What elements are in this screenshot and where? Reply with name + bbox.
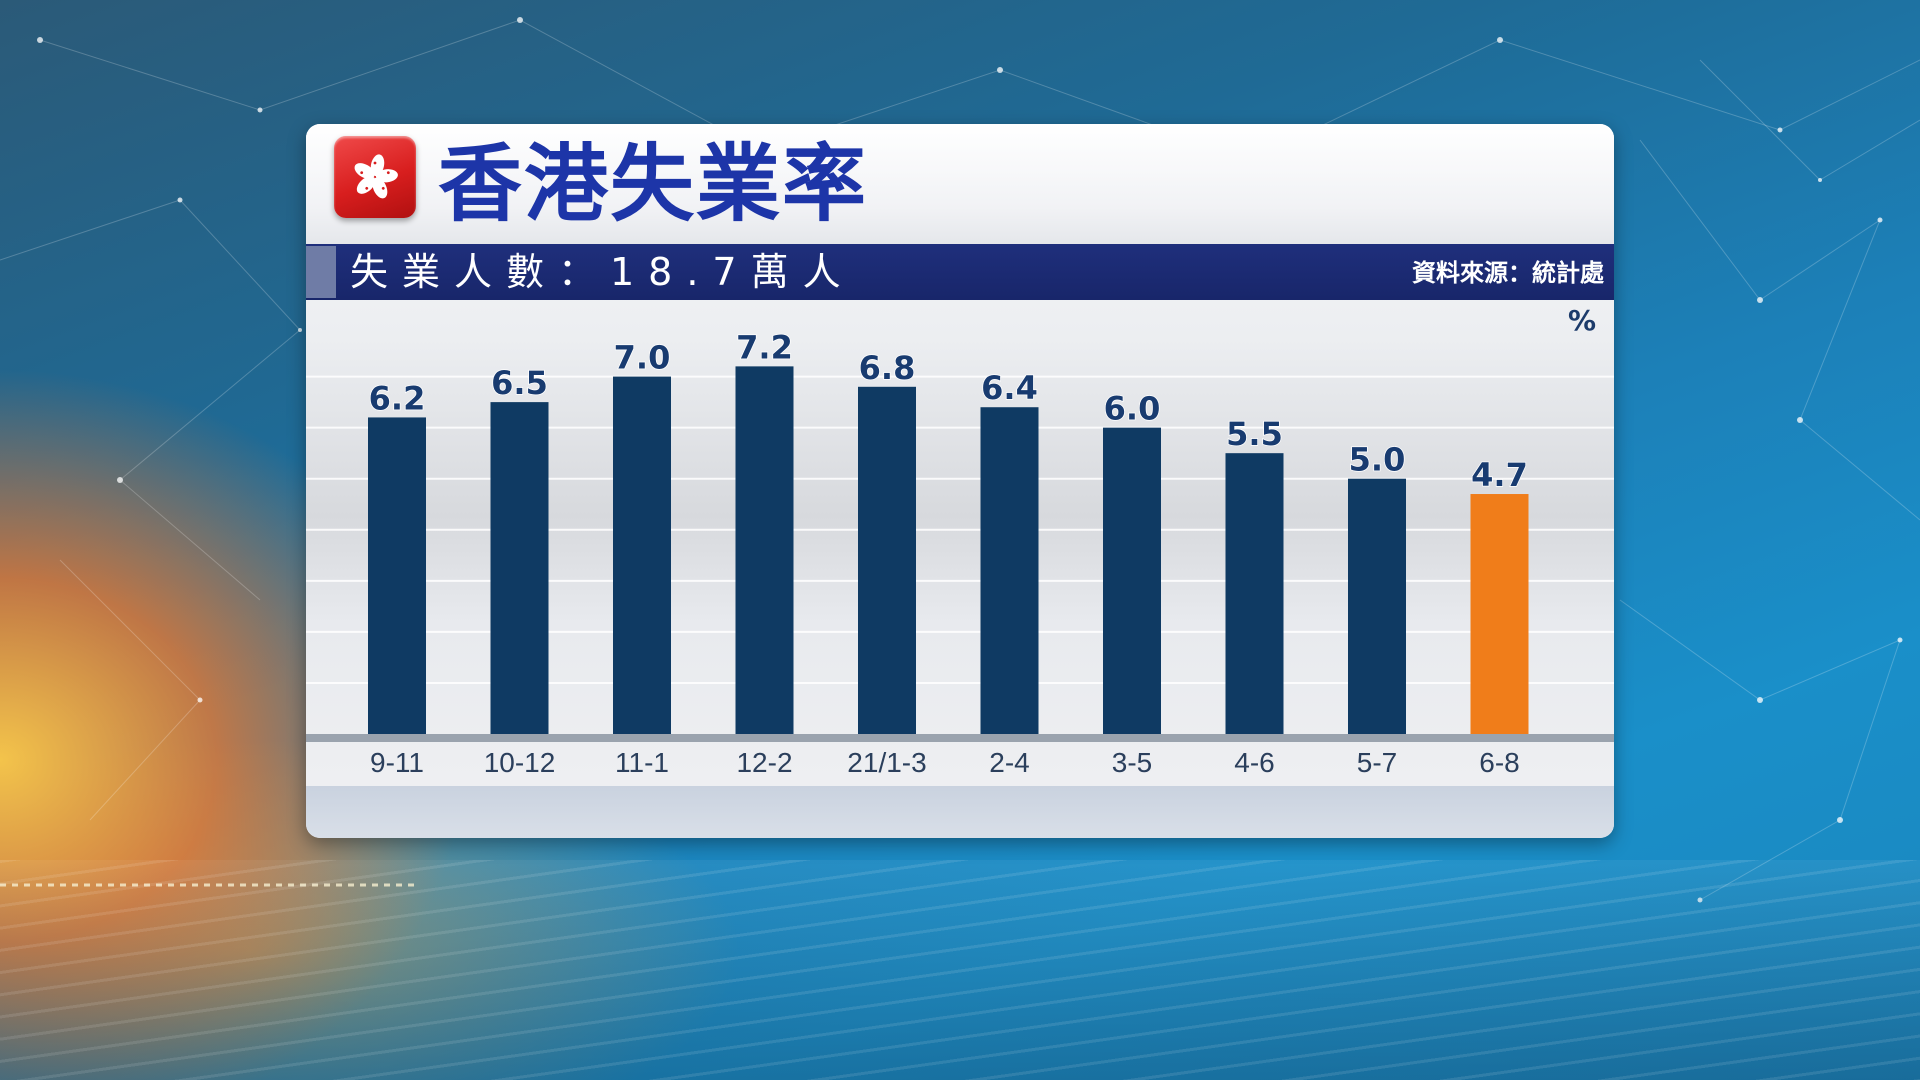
x-axis-band [306, 786, 1614, 838]
subtitle-accent [306, 246, 336, 298]
bar-6-8 [1470, 494, 1529, 734]
data-label: 6.8 [859, 349, 916, 387]
bar-12-2 [735, 366, 794, 734]
data-label: 6.0 [1104, 390, 1161, 428]
unemployed-count-text: 失業人數：18.7萬人 [350, 250, 855, 294]
x-tick-label: 3-5 [1112, 747, 1152, 778]
bar-21/1-3 [858, 386, 916, 734]
bar-4-6 [1225, 453, 1284, 734]
x-axis-baseline [306, 734, 1614, 742]
chart-panel: 香港失業率 失業人數：18.7萬人 資料來源：統計處 % 6.2 9-11 6.5 1… [306, 124, 1614, 838]
x-tick-label: 11-1 [615, 747, 669, 778]
x-tick-label: 12-2 [736, 747, 792, 778]
data-label: 6.4 [981, 369, 1038, 407]
x-tick-label: 9-11 [370, 747, 424, 778]
bar-11-1 [613, 376, 671, 734]
bar-3-5 [1103, 427, 1161, 734]
x-tick-label: 2-4 [989, 747, 1029, 778]
data-label: 6.5 [491, 364, 548, 402]
bar-10-12 [490, 402, 549, 734]
background-floor [0, 860, 1920, 1080]
unit-label: % [1567, 304, 1596, 337]
x-tick-label: 5-7 [1357, 747, 1397, 778]
data-label: 6.2 [369, 379, 426, 417]
data-label: 5.0 [1349, 441, 1406, 479]
bar-5-7 [1348, 478, 1406, 734]
x-tick-label: 21/1-3 [847, 747, 926, 778]
data-label: 5.5 [1226, 415, 1283, 453]
data-label: 4.7 [1471, 456, 1528, 494]
bar-2-4 [980, 407, 1039, 734]
x-tick-label: 6-8 [1479, 747, 1519, 778]
bar-chart: 6.2 9-11 6.5 10-12 7.0 11-1 7.2 12-2 6.8 21/1-3 6.… [306, 328, 1614, 778]
source-text: 資料來源：統計處 [1412, 259, 1604, 287]
chart-title: 香港失業率 [438, 135, 869, 233]
data-label: 7.0 [614, 339, 671, 377]
data-label: 7.2 [736, 328, 793, 366]
x-tick-label: 4-6 [1234, 747, 1274, 778]
title-bar: 香港失業率 [306, 124, 1614, 244]
x-tick-label: 10-12 [484, 747, 556, 778]
hong-kong-flag-icon [334, 136, 416, 218]
bar-9-11 [368, 417, 426, 734]
subtitle-bar: 失業人數：18.7萬人 資料來源：統計處 [306, 244, 1614, 300]
